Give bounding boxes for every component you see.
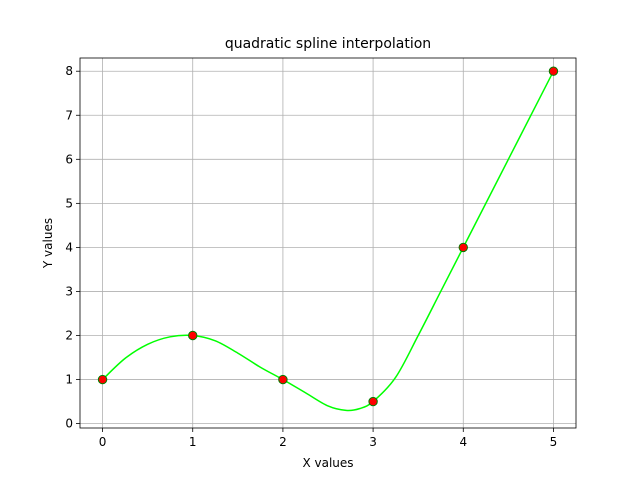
data-point bbox=[368, 396, 378, 407]
y-tick-label: 2 bbox=[65, 329, 73, 343]
grid-layer bbox=[80, 58, 576, 428]
chart-title: quadratic spline interpolation bbox=[225, 36, 431, 52]
y-tick-label: 7 bbox=[65, 108, 73, 122]
x-tick-label: 2 bbox=[279, 435, 287, 449]
data-point bbox=[458, 242, 468, 253]
data-point bbox=[278, 374, 288, 385]
x-tick-label: 5 bbox=[550, 435, 558, 449]
y-tick-label: 0 bbox=[65, 417, 73, 431]
x-tick-label: 0 bbox=[99, 435, 107, 449]
y-tick-label: 1 bbox=[65, 373, 73, 387]
y-tick-label: 4 bbox=[65, 240, 73, 254]
points-layer bbox=[97, 66, 559, 407]
y-tick-label: 6 bbox=[65, 152, 73, 166]
y-axis-label: Y values bbox=[41, 218, 55, 269]
data-point bbox=[188, 330, 198, 341]
x-tick-label: 1 bbox=[189, 435, 197, 449]
x-axis-label: X values bbox=[302, 456, 353, 470]
y-tick-label: 3 bbox=[65, 284, 73, 298]
y-tick-label: 8 bbox=[65, 64, 73, 78]
data-point bbox=[548, 66, 559, 76]
data-point bbox=[97, 374, 108, 385]
ticks-layer: 0 1 2 3 4 5 0 1 2 3 4 5 6 7 8 bbox=[65, 64, 557, 449]
y-tick-label: 5 bbox=[65, 196, 73, 210]
x-tick-label: 3 bbox=[369, 435, 377, 449]
x-tick-label: 4 bbox=[459, 435, 467, 449]
plot-frame bbox=[79, 57, 577, 429]
curve-layer bbox=[102, 70, 555, 412]
spline-curve bbox=[102, 70, 555, 412]
